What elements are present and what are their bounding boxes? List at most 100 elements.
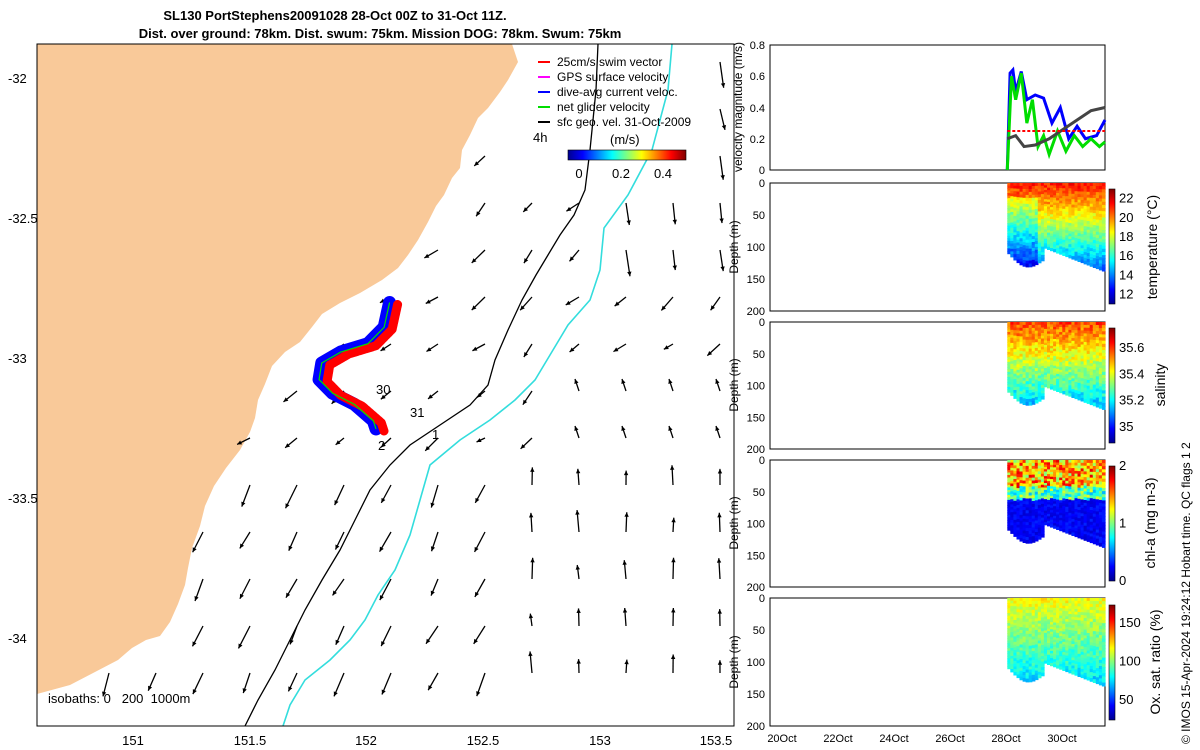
section-cell xyxy=(1071,654,1076,659)
section-cell xyxy=(1098,213,1103,218)
section-cell xyxy=(1019,188,1024,193)
section-cell xyxy=(1047,216,1051,220)
section-cell xyxy=(1022,527,1027,532)
section-cell xyxy=(1101,601,1106,605)
section-cell xyxy=(1086,523,1091,528)
section-cell xyxy=(1071,256,1076,260)
section-cell xyxy=(1092,652,1097,656)
section-cell xyxy=(1065,619,1069,623)
section-cell xyxy=(1013,395,1018,399)
section-cell xyxy=(1013,351,1018,356)
section-cell xyxy=(1065,530,1069,534)
section-cell xyxy=(1007,240,1011,245)
section-cell xyxy=(1040,199,1045,204)
section-cell xyxy=(1047,225,1051,229)
section-cell xyxy=(1083,514,1088,518)
section-cell xyxy=(1068,481,1073,485)
section-cell xyxy=(1050,479,1054,483)
section-cell xyxy=(1095,240,1100,245)
section-cell xyxy=(1047,609,1051,613)
section-cell xyxy=(1098,681,1103,686)
section-cell xyxy=(1040,631,1045,635)
section-cell xyxy=(1040,642,1045,646)
section-cell xyxy=(1016,259,1021,264)
section-cell xyxy=(1043,361,1048,365)
section-cell xyxy=(1098,481,1103,486)
section-cell xyxy=(1092,328,1097,332)
section-cell xyxy=(1083,626,1088,631)
section-cell xyxy=(1080,347,1085,351)
section-cell xyxy=(1037,369,1042,374)
section-cell xyxy=(1098,404,1103,409)
section-cell xyxy=(1016,510,1021,515)
section-cell xyxy=(1034,483,1039,487)
section-cell xyxy=(1089,598,1094,602)
section-cell xyxy=(1074,373,1079,378)
section-cell xyxy=(1031,503,1036,508)
section-cell xyxy=(1022,486,1027,491)
section-cell xyxy=(1059,615,1063,619)
section-cell xyxy=(1056,202,1060,207)
section-cell xyxy=(1098,478,1103,483)
section-cell xyxy=(1053,639,1057,643)
section-cell xyxy=(1071,231,1076,236)
section-cell xyxy=(1083,353,1088,358)
section-cell xyxy=(1080,183,1085,187)
section-cell xyxy=(1037,384,1042,388)
section-cell xyxy=(1040,338,1045,342)
section-cell xyxy=(1065,371,1069,375)
section-cell xyxy=(1034,194,1039,199)
section-cell xyxy=(1037,609,1042,613)
section-cell xyxy=(1043,464,1048,468)
section-cell xyxy=(1080,358,1085,363)
section-cell xyxy=(1034,477,1039,481)
section-cell xyxy=(1025,230,1030,235)
section-cell xyxy=(1101,325,1106,329)
section-cell xyxy=(1007,613,1011,617)
section-cell xyxy=(1047,197,1051,201)
section-cell xyxy=(1050,233,1054,237)
section-cell xyxy=(1010,358,1014,362)
section-cell xyxy=(1098,469,1103,474)
section-cell xyxy=(1047,633,1051,637)
section-cell xyxy=(1022,191,1027,196)
section-cell xyxy=(1037,372,1042,377)
section-cell xyxy=(1043,618,1048,622)
section-cell xyxy=(1025,209,1030,214)
section-cell xyxy=(1028,621,1033,626)
section-cell xyxy=(1016,397,1021,402)
section-cell xyxy=(1056,237,1060,242)
map-x-tick: 151 xyxy=(122,733,144,748)
section-cell xyxy=(1068,518,1073,522)
section-cell xyxy=(1077,385,1082,390)
section-cell xyxy=(1019,229,1024,234)
section-cell xyxy=(1037,460,1042,464)
section-cell xyxy=(1043,483,1048,487)
section-cell xyxy=(1016,322,1021,326)
section-cell xyxy=(1101,540,1106,545)
section-cell xyxy=(1080,643,1085,647)
section-cell xyxy=(1062,644,1066,648)
geo-velocity-arrow xyxy=(332,578,345,596)
section-cell xyxy=(1056,197,1060,202)
section-cell xyxy=(1010,190,1014,195)
section-cell xyxy=(1019,488,1024,493)
section-cell xyxy=(1074,243,1079,247)
section-cell xyxy=(1031,386,1036,391)
section-cell xyxy=(1089,186,1094,190)
section-cell xyxy=(1040,656,1045,660)
section-cell xyxy=(1025,669,1030,674)
section-cell xyxy=(1080,330,1085,334)
section-cell xyxy=(1050,348,1054,352)
section-cell xyxy=(1077,532,1082,536)
geo-velocity-arrow xyxy=(623,470,629,486)
section-cell xyxy=(1007,364,1011,368)
section-cell xyxy=(1101,239,1106,244)
section-cell xyxy=(1016,527,1021,532)
section-cell xyxy=(1095,659,1100,663)
section-cell xyxy=(1031,250,1036,255)
section-cell xyxy=(1019,673,1024,678)
section-cell xyxy=(1095,183,1100,187)
section-cell xyxy=(1037,217,1042,221)
section-cell xyxy=(1010,491,1014,495)
